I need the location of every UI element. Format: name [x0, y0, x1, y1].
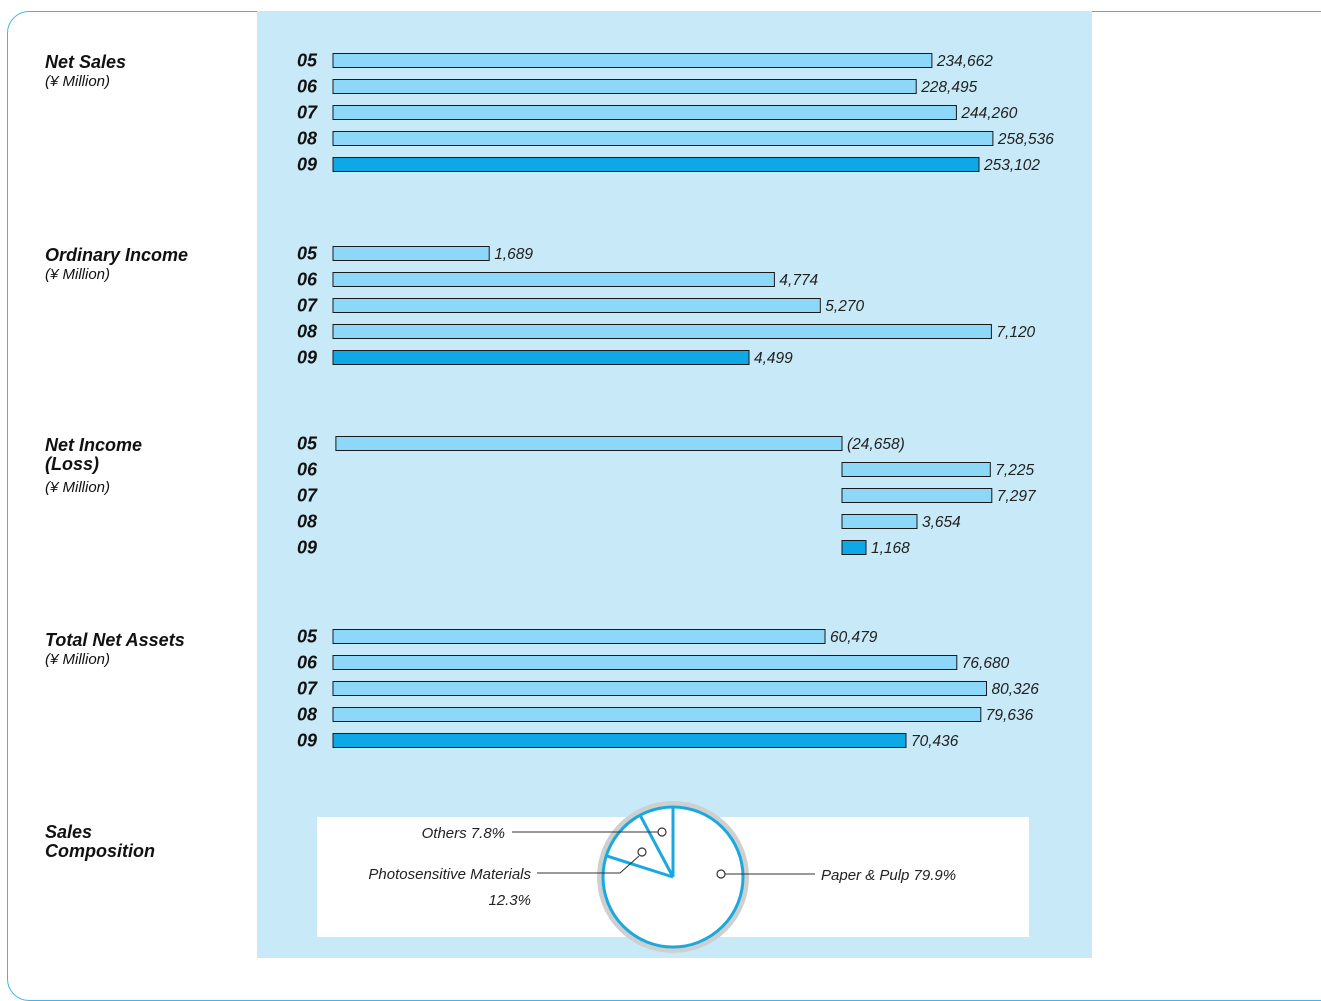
net-sales-title: Net Sales [45, 52, 127, 72]
net-income-title: Net Income (Loss) [45, 435, 143, 474]
bar [332, 246, 490, 261]
bar [332, 272, 775, 287]
bar [332, 79, 917, 94]
value-label: 4,499 [754, 350, 793, 367]
year-label: 06 [297, 653, 318, 673]
bar [332, 324, 992, 339]
year-label: 05 [297, 627, 318, 647]
year-label: 09 [297, 155, 317, 175]
slice-label: Paper & Pulp 79.9% [821, 867, 956, 884]
bar [332, 131, 994, 146]
slice-divider [638, 814, 675, 878]
value-label: 60,479 [830, 629, 878, 646]
bar [841, 540, 867, 555]
value-label: 1,689 [494, 246, 533, 263]
value-label: 228,495 [920, 79, 977, 96]
value-label: 79,636 [986, 707, 1034, 724]
bar [332, 298, 821, 313]
slice-label: 12.3% [488, 892, 531, 909]
value-label: 234,662 [936, 53, 993, 70]
bar [332, 629, 826, 644]
value-label: 7,120 [996, 324, 1035, 341]
callout-dot [716, 869, 726, 879]
bar [332, 681, 987, 696]
net-income-unit: (¥ Million) [45, 479, 111, 496]
value-label: 4,774 [779, 272, 818, 289]
ordinary-income-unit: (¥ Million) [45, 266, 111, 283]
callout-dot [657, 827, 667, 837]
year-label: 07 [297, 103, 318, 123]
year-label: 07 [297, 679, 318, 699]
year-label: 07 [297, 296, 318, 316]
net-income-chart: 05 (24,658) 06 7,225 07 7,297 08 3,654 09 1,168 [297, 434, 1037, 558]
value-label: 70,436 [911, 733, 959, 750]
value-label: 253,102 [983, 157, 1040, 174]
year-label: 09 [297, 731, 317, 751]
callout-dot [637, 847, 647, 857]
net-sales-chart: 05 234,662 06 228,495 07 244,260 08 258,536 09 25… [297, 51, 1054, 175]
value-label: 7,225 [995, 462, 1034, 479]
value-label: 5,270 [825, 298, 864, 315]
year-label: 07 [297, 486, 318, 506]
bar [332, 105, 957, 120]
bar [332, 157, 980, 172]
bar [332, 733, 907, 748]
year-label: 08 [297, 705, 317, 725]
year-label: 09 [297, 348, 317, 368]
bar [332, 350, 750, 365]
bar [335, 436, 843, 451]
year-label: 05 [297, 244, 318, 264]
year-label: 08 [297, 129, 317, 149]
charts-svg: 05 234,662 06 228,495 07 244,260 08 258,536 09 25… [297, 51, 1054, 953]
year-label: 06 [297, 460, 318, 480]
ordinary-income-title: Ordinary Income [45, 245, 189, 265]
value-label: 258,536 [997, 131, 1054, 148]
net-sales-unit: (¥ Million) [45, 73, 111, 90]
value-label: 244,260 [960, 105, 1017, 122]
bar [332, 655, 958, 670]
bar [841, 462, 991, 477]
year-label: 09 [297, 538, 317, 558]
year-label: 08 [297, 322, 317, 342]
value-label: 1,168 [871, 540, 910, 557]
slice-divider [605, 854, 674, 879]
bar [332, 53, 933, 68]
value-label: 3,654 [922, 514, 961, 531]
callout-line [537, 855, 640, 874]
value-label: 7,297 [997, 488, 1037, 505]
sales-composition-title: Sales Composition [45, 822, 155, 861]
ordinary-income-chart: 05 1,689 06 4,774 07 5,270 08 7,120 09 4,499 [297, 244, 1036, 368]
total-net-assets-title: Total Net Assets [45, 630, 185, 650]
year-label: 05 [297, 434, 318, 454]
bar [841, 488, 993, 503]
value-label: (24,658) [847, 436, 905, 453]
year-label: 06 [297, 77, 318, 97]
total-net-assets-chart: 05 60,479 06 76,680 07 80,326 08 79,636 09 70,436 [297, 627, 1039, 751]
bar [332, 707, 982, 722]
bar [841, 514, 918, 529]
year-label: 06 [297, 270, 318, 290]
value-label: 76,680 [962, 655, 1010, 672]
sales-composition-chart: Paper & Pulp 79.9% Photosensitive Materia… [317, 801, 1029, 953]
slice-label: Others 7.8% [422, 825, 505, 842]
year-label: 05 [297, 51, 318, 71]
total-net-assets-unit: (¥ Million) [45, 651, 111, 668]
slice-label: Photosensitive Materials [368, 866, 531, 883]
value-label: 80,326 [992, 681, 1040, 698]
year-label: 08 [297, 512, 317, 532]
